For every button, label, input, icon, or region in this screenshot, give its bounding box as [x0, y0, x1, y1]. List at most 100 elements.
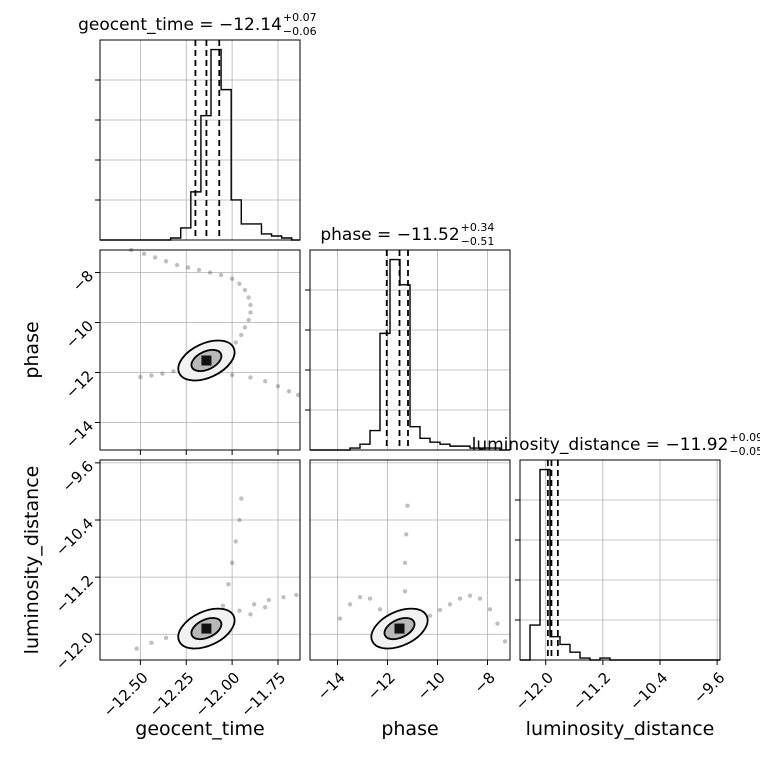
panel-title-luminosity_distance: luminosity_distance = −11.92 +0.09−0.05: [472, 431, 760, 458]
x-tick-label: −8: [470, 669, 498, 697]
scatter-point: [377, 607, 383, 612]
scatter-point: [337, 616, 343, 621]
panel-title-geocent_time: geocent_time = −12.14 +0.07−0.06: [78, 11, 317, 38]
scatter-point: [237, 517, 242, 523]
y-tick-label: −14: [62, 417, 97, 452]
title-text: phase = −11.52: [320, 225, 459, 245]
x-axis-label-luminosity_distance: luminosity_distance: [526, 718, 715, 740]
x-tick-label: −12: [364, 669, 399, 704]
title-minus: −0.51: [461, 235, 495, 248]
scatter-point: [402, 589, 408, 594]
title-parameter: luminosity_distance: [472, 435, 641, 455]
panel-frame: [99, 249, 301, 451]
histogram-line: [100, 48, 300, 241]
scatter-point: [487, 607, 493, 612]
x-axis-label-geocent_time: geocent_time: [135, 718, 264, 740]
scatter-point: [149, 373, 154, 378]
title-median: −12.14: [219, 15, 282, 35]
scatter-point: [246, 295, 251, 300]
x-tick-label: −10: [414, 669, 449, 704]
title-equals: =: [194, 15, 219, 35]
title-text: luminosity_distance = −11.92: [472, 435, 729, 455]
scatter-point: [229, 560, 235, 566]
scatter-point: [229, 372, 235, 378]
scatter-point: [266, 597, 272, 603]
panel-frame: [309, 249, 511, 451]
title-equals: =: [372, 225, 397, 245]
scatter-point: [437, 607, 443, 613]
scatter-point: [286, 389, 292, 394]
scatter-point: [174, 262, 180, 268]
scatter-point: [220, 603, 226, 608]
histogram-line: [520, 468, 720, 661]
title-parameter: geocent_time: [78, 15, 194, 35]
scatter-point: [196, 267, 202, 273]
title-minus: −0.05: [729, 445, 760, 458]
y-axis-label-luminosity_distance: luminosity_distance: [21, 466, 43, 655]
x-axis-label-phase: phase: [381, 718, 438, 740]
contour-peak: [201, 355, 212, 366]
scatter-point: [134, 646, 139, 651]
contour-peak: [201, 623, 212, 634]
y-tick-label: −12.0: [52, 629, 97, 674]
y-tick-label: −12: [62, 367, 97, 402]
x-tick-label: −11.2: [569, 669, 614, 714]
scatter-point: [248, 375, 253, 380]
scatter-point: [447, 602, 453, 607]
scatter-point: [405, 503, 410, 508]
y-tick-label: −10: [62, 317, 97, 352]
panel-frame: [309, 459, 511, 661]
scatter-point: [138, 374, 143, 380]
title-median: −11.92: [665, 435, 728, 455]
scatter-point: [262, 379, 268, 384]
scatter-point: [163, 259, 169, 264]
scatter-point: [242, 287, 248, 293]
scatter-point: [237, 281, 242, 286]
scatter-point: [248, 302, 253, 308]
y-tick-label: −8: [69, 267, 97, 295]
scatter-point: [233, 340, 238, 345]
scatter-point: [357, 594, 363, 600]
histogram-panel-phase: [305, 249, 511, 451]
scatter-panel-geocent_time-vs-luminosity_distance: −12.50−12.25−12.00−11.75 −12.0 −11.2 −10.4 −…: [52, 457, 301, 721]
panel-frame: [99, 39, 301, 241]
title-equals: =: [640, 435, 665, 455]
x-tick-label: −10.4: [626, 669, 671, 714]
y-tick-label: −9.6: [59, 457, 97, 495]
scatter-point: [171, 369, 176, 374]
panel-frame: [99, 459, 301, 661]
title-minus: −0.06: [283, 25, 317, 38]
title-plus: +0.07: [283, 11, 317, 24]
scatter-point: [427, 613, 433, 618]
scatter-panel-geocent_time-vs-phase: −14 −12 −10 −8: [62, 247, 301, 455]
scatter-point: [185, 265, 191, 270]
scatter-point: [248, 612, 253, 617]
scatter-point: [457, 596, 463, 601]
title-parameter: phase: [320, 225, 371, 245]
scatter-point: [295, 392, 301, 398]
scatter-point: [242, 325, 248, 330]
scatter-point: [502, 639, 508, 644]
panel-frame: [519, 459, 721, 661]
scatter-point: [248, 310, 253, 315]
scatter-point: [152, 255, 158, 260]
y-tick-label: −10.4: [52, 514, 97, 559]
scatter-point: [239, 496, 244, 501]
scatter-point: [467, 593, 473, 598]
x-tick-label: −11.75: [237, 669, 289, 721]
scatter-point: [141, 251, 147, 256]
scatter-point: [226, 582, 231, 587]
scatter-point: [218, 272, 224, 278]
x-tick-label: −12.50: [100, 669, 152, 721]
x-tick-label: −12.00: [191, 669, 243, 721]
scatter-point: [294, 592, 299, 598]
scatter-point: [347, 602, 353, 607]
scatter-point: [404, 532, 409, 537]
x-tick-label: −14: [314, 669, 349, 704]
scatter-point: [402, 560, 408, 566]
x-tick-label: −9.6: [690, 669, 728, 707]
scatter-point: [237, 608, 242, 613]
histogram-panel-geocent_time: [95, 39, 301, 241]
